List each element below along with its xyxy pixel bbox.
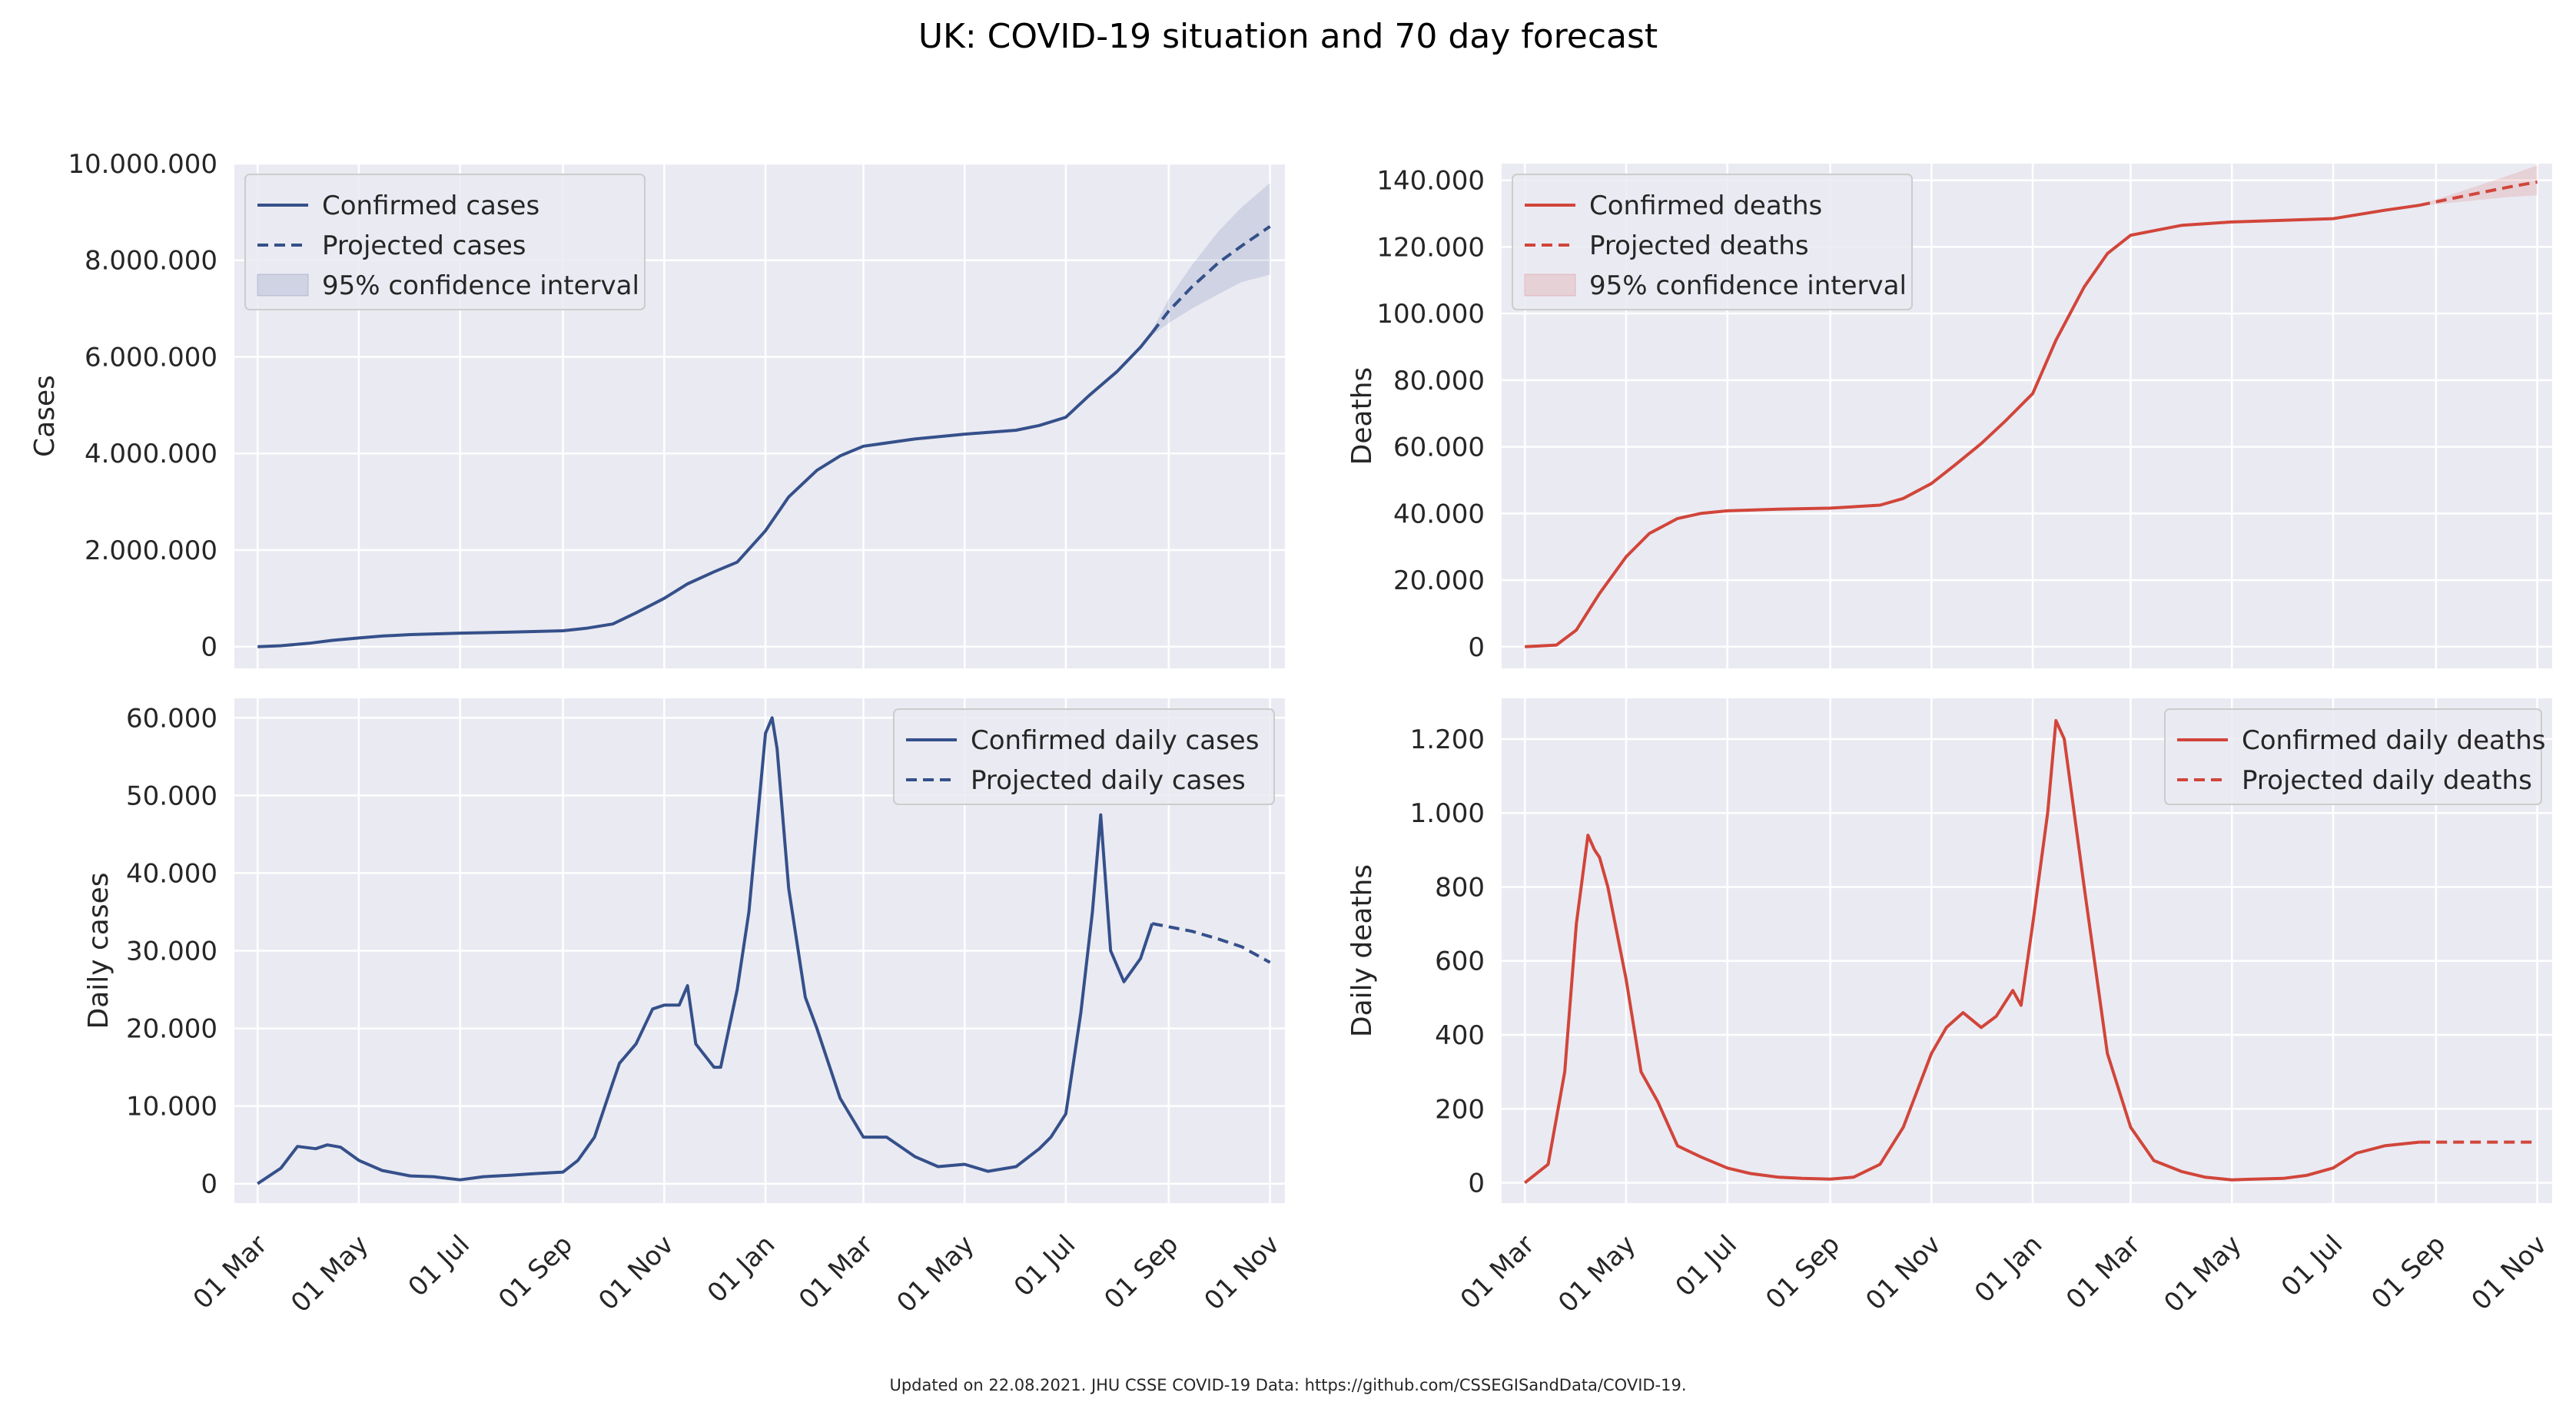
figure-title: UK: COVID-19 situation and 70 day foreca… (918, 17, 1658, 56)
x-tick-label: 01 Sep (1760, 1229, 1846, 1315)
legend-frame (2164, 708, 2542, 805)
legend-frame (1512, 174, 1913, 310)
x-tick-label: 01 May (1552, 1229, 1642, 1318)
chart-deaths-confidence-band (2419, 165, 2538, 207)
legend-entry-projected-cases: Projected cases (322, 230, 526, 261)
y-tick-label: 20.000 (1393, 565, 1485, 596)
chart-cases-ylabel: Cases (29, 375, 61, 457)
chart-cases-legend: Confirmed cases Projected cases 95% confid… (244, 174, 646, 310)
y-tick-label: 2.000.000 (85, 535, 217, 566)
chart-deaths-ylabel: Deaths (1346, 367, 1378, 466)
chart-daily-cases-ylabel: Daily cases (83, 872, 115, 1029)
legend-frame (244, 174, 646, 310)
x-tick-label: 01 Sep (1098, 1229, 1184, 1315)
legend-swatch-band (257, 274, 309, 297)
series-confirmed-daily-deaths (1523, 718, 2420, 1185)
x-tick-label: 01 Nov (1860, 1229, 1947, 1316)
legend-entry-confirmed-daily-deaths: Confirmed daily deaths (2242, 725, 2545, 756)
y-tick-label: 1.000 (1410, 798, 1485, 829)
chart-daily-cases-gridlines (234, 698, 1285, 1203)
y-tick-label: 0 (1468, 1169, 1485, 1199)
y-tick-label: 1.200 (1410, 724, 1485, 755)
y-tick-label: 400 (1435, 1020, 1485, 1051)
chart-daily-deaths-ylabel: Daily deaths (1346, 864, 1378, 1037)
y-tick-label: 40.000 (1393, 499, 1485, 529)
x-tick-label: 01 Mar (793, 1229, 879, 1315)
series-confirmed-deaths (1525, 204, 2420, 648)
legend-entry-95-confidence-interval: 95% confidence interval (322, 270, 639, 301)
y-tick-label: 6.000.000 (85, 342, 217, 373)
y-tick-label: 600 (1435, 947, 1485, 977)
x-tick-label: 01 Sep (2365, 1229, 2452, 1315)
y-tick-label: 8.000.000 (85, 246, 217, 277)
chart-deaths-legend: Confirmed deaths Projected deaths 95% conf… (1512, 174, 1913, 310)
y-tick-label: 60.000 (126, 703, 217, 734)
y-tick-label: 20.000 (126, 1014, 217, 1045)
y-tick-label: 100.000 (1376, 299, 1485, 330)
y-tick-label: 4.000.000 (85, 439, 217, 469)
y-tick-label: 800 (1435, 872, 1485, 903)
chart-daily-cases-legend: Confirmed daily cases Projected daily cas… (893, 708, 1275, 805)
legend-entry-projected-daily-cases: Projected daily cases (971, 765, 1246, 796)
chart-daily-cases: 0 10.000 20.000 30.000 40.000 50.000 60.000 01 … (83, 698, 1286, 1318)
x-tick-label: 01 May (285, 1229, 374, 1318)
x-tick-label: 01 Sep (493, 1229, 579, 1315)
x-tick-label: 01 Mar (1455, 1229, 1541, 1315)
y-tick-label: 10.000.000 (68, 149, 217, 180)
legend-entry-projected-daily-deaths: Projected daily deaths (2242, 765, 2532, 796)
x-tick-label: 01 Nov (593, 1229, 679, 1316)
legend-frame (893, 708, 1275, 805)
x-tick-label: 01 May (891, 1229, 980, 1318)
y-tick-label: 40.000 (126, 858, 217, 889)
legend-entry-projected-deaths: Projected deaths (1589, 230, 1809, 261)
y-tick-label: 0 (201, 1169, 217, 1200)
y-tick-label: 30.000 (126, 937, 217, 967)
series-confirmed-cases (257, 331, 1154, 648)
y-tick-label: 0 (201, 632, 217, 663)
legend-entry-confirmed-deaths: Confirmed deaths (1589, 191, 1822, 221)
series-projected-daily-cases (1151, 922, 1271, 964)
x-tick-label: 01 Nov (2465, 1229, 2552, 1316)
legend-entry-95-confidence-interval: 95% confidence interval (1589, 270, 1907, 301)
x-tick-label: 01 Nov (1198, 1229, 1285, 1316)
chart-deaths: 0 20.000 40.000 60.000 80.000 100.000 120.000 1… (1346, 164, 2552, 668)
x-tick-label: 01 Mar (188, 1229, 274, 1315)
x-tick-label: 01 Jul (2276, 1229, 2349, 1303)
x-tick-label: 01 Jul (1008, 1229, 1082, 1303)
y-tick-label: 80.000 (1393, 366, 1485, 396)
y-tick-label: 50.000 (126, 781, 217, 811)
x-tick-label: 01 Jan (702, 1229, 782, 1309)
chart-cases-confidence-band (1152, 183, 1270, 336)
x-tick-label: 01 Jul (403, 1229, 476, 1303)
footer-note: Updated on 22.08.2021. JHU CSSE COVID-19… (889, 1376, 1686, 1394)
panels: 0 2.000.000 4.000.000 6.000.000 8.000.000 10.… (29, 149, 2553, 1318)
y-tick-label: 60.000 (1393, 433, 1485, 463)
x-tick-label: 01 Jul (1670, 1229, 1744, 1303)
y-tick-label: 200 (1435, 1094, 1485, 1125)
series-projected-deaths (2418, 180, 2538, 207)
legend-entry-confirmed-daily-cases: Confirmed daily cases (971, 725, 1259, 756)
y-tick-label: 120.000 (1376, 232, 1485, 263)
chart-daily-deaths-legend: Confirmed daily deaths Projected daily de… (2164, 708, 2545, 805)
x-tick-label: 01 Mar (2060, 1229, 2146, 1315)
x-tick-label: 01 May (2158, 1229, 2247, 1318)
chart-cases: 0 2.000.000 4.000.000 6.000.000 8.000.000 10.… (29, 149, 1285, 668)
legend-swatch-band (1524, 274, 1576, 297)
y-tick-label: 10.000 (126, 1092, 217, 1122)
y-tick-label: 140.000 (1376, 166, 1485, 197)
x-tick-label: 01 Jan (1969, 1229, 2049, 1309)
series-projected-cases (1150, 225, 1271, 334)
y-tick-label: 0 (1468, 632, 1485, 663)
legend-entry-confirmed-cases: Confirmed cases (322, 191, 539, 221)
series-confirmed-daily-cases (257, 716, 1154, 1185)
